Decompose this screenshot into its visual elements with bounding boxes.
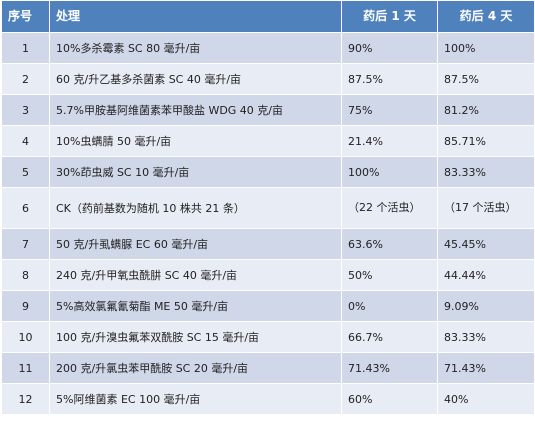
cell-day1: 75% <box>341 94 438 126</box>
cell-day1: 21.4% <box>341 125 438 157</box>
table-row: 9 5%高效氯氟氰菊酯 ME 50 毫升/亩 0% 9.09% <box>1 290 535 322</box>
cell-day1: 0% <box>341 290 438 322</box>
header-no: 序号 <box>1 0 50 33</box>
table-row: 3 5.7%甲胺基阿维菌素苯甲酸盐 WDG 40 克/亩 75% 81.2% <box>1 94 535 126</box>
cell-day4: 45.45% <box>437 228 535 260</box>
cell-treatment: 50 克/升虱螨脲 EC 60 毫升/亩 <box>49 228 342 260</box>
table-row: 7 50 克/升虱螨脲 EC 60 毫升/亩 63.6% 45.45% <box>1 228 535 260</box>
cell-treatment: 100 克/升溴虫氟苯双酰胺 SC 15 毫升/亩 <box>49 321 342 353</box>
cell-day1: 100% <box>341 156 438 188</box>
cell-no: 5 <box>1 156 50 188</box>
cell-day4: 9.09% <box>437 290 535 322</box>
cell-treatment: 10%多杀霉素 SC 80 毫升/亩 <box>49 32 342 64</box>
cell-day4: 71.43% <box>437 352 535 384</box>
cell-day4: 40% <box>437 383 535 415</box>
table-row: 11 200 克/升氯虫苯甲酰胺 SC 20 毫升/亩 71.43% 71.43… <box>1 352 535 384</box>
cell-treatment: 5.7%甲胺基阿维菌素苯甲酸盐 WDG 40 克/亩 <box>49 94 342 126</box>
cell-day4: 44.44% <box>437 259 535 291</box>
cell-day4: 81.2% <box>437 94 535 126</box>
cell-day4: 83.33% <box>437 321 535 353</box>
results-table: 序号 处理 药后 1 天 药后 4 天 1 10%多杀霉素 SC 80 毫升/亩… <box>1 0 535 415</box>
cell-no: 8 <box>1 259 50 291</box>
cell-treatment: 30%茚虫威 SC 10 毫升/亩 <box>49 156 342 188</box>
cell-no: 10 <box>1 321 50 353</box>
cell-no: 2 <box>1 63 50 95</box>
table-row: 2 60 克/升乙基多杀菌素 SC 40 毫升/亩 87.5% 87.5% <box>1 63 535 95</box>
cell-no: 11 <box>1 352 50 384</box>
cell-treatment: 240 克/升甲氧虫酰肼 SC 40 毫升/亩 <box>49 259 342 291</box>
cell-day1: 60% <box>341 383 438 415</box>
table-row: 12 5%阿维菌素 EC 100 毫升/亩 60% 40% <box>1 383 535 415</box>
cell-no: 4 <box>1 125 50 157</box>
header-day1: 药后 1 天 <box>341 0 438 33</box>
cell-day1: 71.43% <box>341 352 438 384</box>
header-treatment: 处理 <box>49 0 342 33</box>
table-row: 8 240 克/升甲氧虫酰肼 SC 40 毫升/亩 50% 44.44% <box>1 259 535 291</box>
cell-no: 1 <box>1 32 50 64</box>
cell-day1: 87.5% <box>341 63 438 95</box>
cell-treatment: CK（药前基数为随机 10 株共 21 条） <box>49 187 342 229</box>
cell-no: 6 <box>1 187 50 229</box>
cell-day1: 66.7% <box>341 321 438 353</box>
table-row: 10 100 克/升溴虫氟苯双酰胺 SC 15 毫升/亩 66.7% 83.33… <box>1 321 535 353</box>
cell-no: 9 <box>1 290 50 322</box>
cell-treatment: 10%虫螨腈 50 毫升/亩 <box>49 125 342 157</box>
cell-day4: 87.5% <box>437 63 535 95</box>
table-row: 5 30%茚虫威 SC 10 毫升/亩 100% 83.33% <box>1 156 535 188</box>
cell-day1: 50% <box>341 259 438 291</box>
cell-treatment: 60 克/升乙基多杀菌素 SC 40 毫升/亩 <box>49 63 342 95</box>
cell-day1: （22 个活虫） <box>341 187 438 229</box>
cell-day1: 90% <box>341 32 438 64</box>
header-row: 序号 处理 药后 1 天 药后 4 天 <box>1 0 535 33</box>
cell-treatment: 5%高效氯氟氰菊酯 ME 50 毫升/亩 <box>49 290 342 322</box>
cell-day4: 85.71% <box>437 125 535 157</box>
cell-day4: 83.33% <box>437 156 535 188</box>
cell-treatment: 5%阿维菌素 EC 100 毫升/亩 <box>49 383 342 415</box>
table-row: 6 CK（药前基数为随机 10 株共 21 条） （22 个活虫） （17 个活… <box>1 187 535 229</box>
cell-no: 7 <box>1 228 50 260</box>
cell-day4: （17 个活虫） <box>437 187 535 229</box>
cell-no: 12 <box>1 383 50 415</box>
cell-day4: 100% <box>437 32 535 64</box>
table-row: 1 10%多杀霉素 SC 80 毫升/亩 90% 100% <box>1 32 535 64</box>
cell-no: 3 <box>1 94 50 126</box>
cell-treatment: 200 克/升氯虫苯甲酰胺 SC 20 毫升/亩 <box>49 352 342 384</box>
table-row: 4 10%虫螨腈 50 毫升/亩 21.4% 85.71% <box>1 125 535 157</box>
header-day4: 药后 4 天 <box>437 0 535 33</box>
cell-day1: 63.6% <box>341 228 438 260</box>
